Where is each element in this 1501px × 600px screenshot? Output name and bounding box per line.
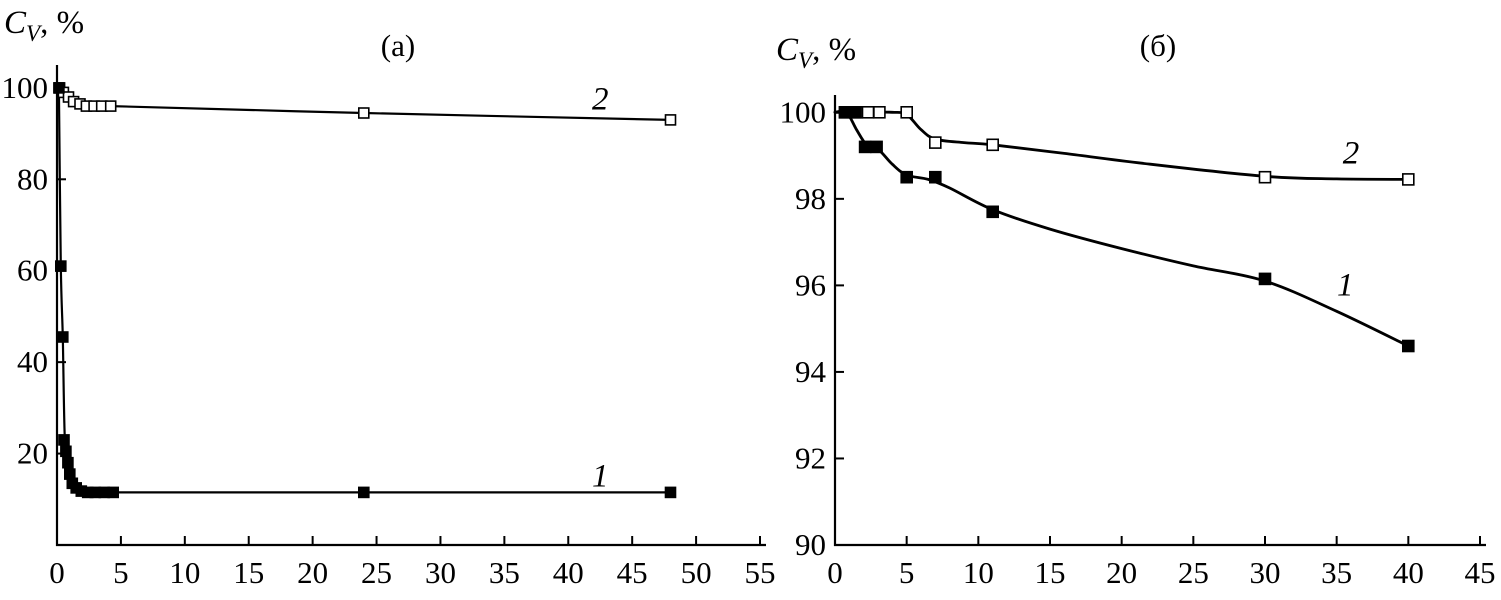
series-1-marker bbox=[848, 106, 862, 119]
x-tick-label: 55 bbox=[745, 555, 776, 590]
curve-label-1: 1 bbox=[592, 458, 609, 494]
y-tick-label: 90 bbox=[795, 527, 826, 562]
curve-label-1: 1 bbox=[1337, 267, 1354, 303]
x-tick-label: 45 bbox=[617, 555, 648, 590]
y-tick-label: 20 bbox=[17, 436, 48, 471]
series-1-marker bbox=[929, 170, 942, 184]
series-1-marker bbox=[1258, 272, 1272, 286]
series-1-marker bbox=[60, 445, 72, 458]
series-1-marker bbox=[1401, 339, 1415, 353]
y-axis-label: CV, % bbox=[4, 5, 84, 46]
x-tick-label: 25 bbox=[361, 555, 392, 590]
series-1-marker bbox=[870, 140, 883, 154]
series-1-marker bbox=[357, 486, 370, 499]
x-tick-label: 35 bbox=[1321, 555, 1352, 590]
y-tick-label: 92 bbox=[795, 440, 826, 475]
x-tick-label: 30 bbox=[425, 555, 456, 590]
panel-title: (a) bbox=[381, 28, 415, 63]
series-2-marker bbox=[873, 106, 886, 119]
series-1-marker bbox=[54, 260, 67, 272]
x-tick-label: 0 bbox=[827, 555, 843, 590]
chart-panel-b: 0 5 10 15 20 25 30 35 40 45 90 92 94 96 98 100 (б) CV, % 2… bbox=[770, 0, 1501, 600]
x-tick-label: 10 bbox=[169, 555, 200, 590]
series-2-marker bbox=[861, 106, 875, 119]
chart-a-svg: 0 5 10 15 20 25 30 35 40 45 50 55 20 40 60 80 100 (a) CV, … bbox=[2, 5, 776, 590]
y-tick-label: 100 bbox=[2, 70, 49, 105]
x-tick-label: 30 bbox=[1250, 555, 1281, 590]
series-2-marker bbox=[900, 106, 913, 119]
series-2-marker bbox=[664, 114, 677, 126]
chart-panel-a: 0 5 10 15 20 25 30 35 40 45 50 55 20 40 60 80 100 (a) CV, … bbox=[2, 5, 776, 590]
x-tick-label: 5 bbox=[113, 555, 129, 590]
series-2-marker bbox=[357, 107, 370, 119]
x-tick-label: 35 bbox=[489, 555, 520, 590]
y-tick-label: 98 bbox=[795, 181, 826, 216]
x-tick-label: 5 bbox=[899, 555, 915, 590]
y-tick-label: 94 bbox=[795, 354, 827, 389]
series-1-marker bbox=[62, 456, 74, 469]
series-1-curve bbox=[833, 109, 1410, 348]
series-2-marker bbox=[1401, 173, 1415, 186]
series-1-marker bbox=[664, 486, 677, 499]
series-2-marker bbox=[986, 138, 999, 152]
x-tick-label: 40 bbox=[1393, 555, 1424, 590]
x-tick-label: 15 bbox=[233, 555, 264, 590]
series-1-marker bbox=[53, 82, 65, 94]
chart-b-svg: 0 5 10 15 20 25 30 35 40 45 90 92 94 96 98 100 (б) CV, % 2… bbox=[776, 28, 1496, 590]
panel-title: (б) bbox=[1140, 28, 1176, 63]
series-1-marker bbox=[107, 486, 119, 499]
x-tick-label: 10 bbox=[963, 555, 994, 590]
series-2-curve bbox=[833, 110, 1410, 181]
series-1-marker bbox=[858, 140, 872, 154]
x-tick-label: 0 bbox=[49, 555, 65, 590]
series-1-marker bbox=[56, 331, 69, 343]
y-tick-label: 80 bbox=[17, 161, 48, 196]
series-2-marker bbox=[104, 100, 117, 112]
y-tick-label: 100 bbox=[780, 94, 827, 129]
series-1-marker bbox=[58, 434, 70, 446]
series-1-curve bbox=[57, 86, 672, 494]
x-tick-label: 50 bbox=[681, 555, 712, 590]
y-axis-label: CV, % bbox=[776, 32, 856, 73]
x-tick-label: 25 bbox=[1178, 555, 1209, 590]
x-tick-label: 15 bbox=[1035, 555, 1066, 590]
curve-label-2: 2 bbox=[592, 81, 609, 117]
x-tick-label: 45 bbox=[1465, 555, 1496, 590]
y-tick-label: 96 bbox=[795, 267, 826, 302]
series-1-marker bbox=[986, 205, 999, 219]
curve-label-2: 2 bbox=[1343, 135, 1360, 171]
y-tick-label: 60 bbox=[17, 253, 48, 288]
series-2-marker bbox=[1258, 170, 1272, 184]
x-tick-label: 40 bbox=[553, 555, 584, 590]
x-tick-label: 20 bbox=[297, 555, 328, 590]
series-2-marker bbox=[929, 136, 942, 149]
series-1-marker bbox=[900, 170, 913, 184]
y-tick-label: 40 bbox=[17, 344, 48, 379]
x-tick-label: 20 bbox=[1106, 555, 1137, 590]
